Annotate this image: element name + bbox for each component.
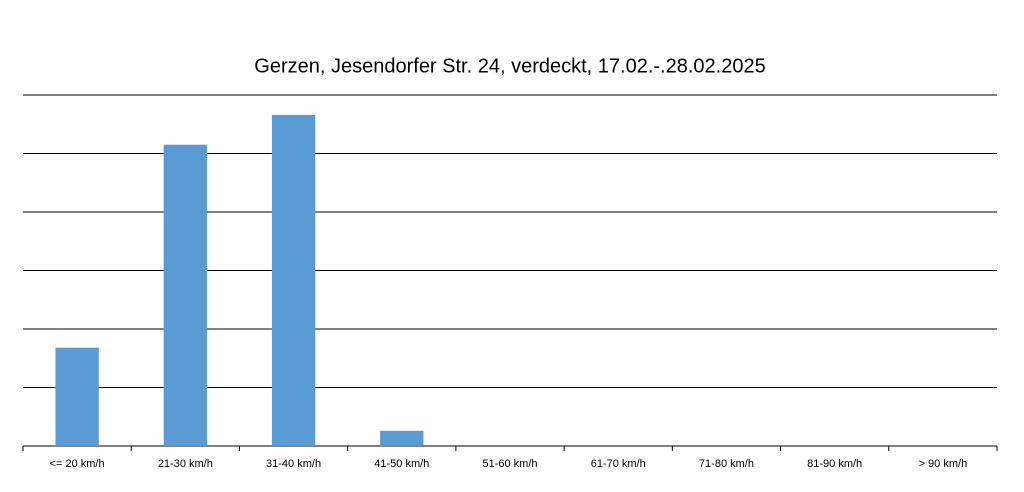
bar xyxy=(163,144,207,446)
x-tick-label: 41-50 km/h xyxy=(374,458,429,470)
bar xyxy=(271,114,316,446)
x-tick-label: 31-40 km/h xyxy=(266,458,321,470)
x-tick-label: 51-60 km/h xyxy=(482,458,537,470)
x-tick-label: 81-90 km/h xyxy=(807,458,862,470)
x-tick-label: 71-80 km/h xyxy=(699,458,754,470)
bar xyxy=(55,347,99,446)
bar xyxy=(380,430,424,446)
x-tick-label: 21-30 km/h xyxy=(158,458,213,470)
x-tick-label: > 90 km/h xyxy=(919,458,968,470)
x-tick-label: <= 20 km/h xyxy=(50,458,105,470)
x-tick-label: 61-70 km/h xyxy=(591,458,646,470)
chart-title: Gerzen, Jesendorfer Str. 24, verdeckt, 1… xyxy=(254,55,765,77)
